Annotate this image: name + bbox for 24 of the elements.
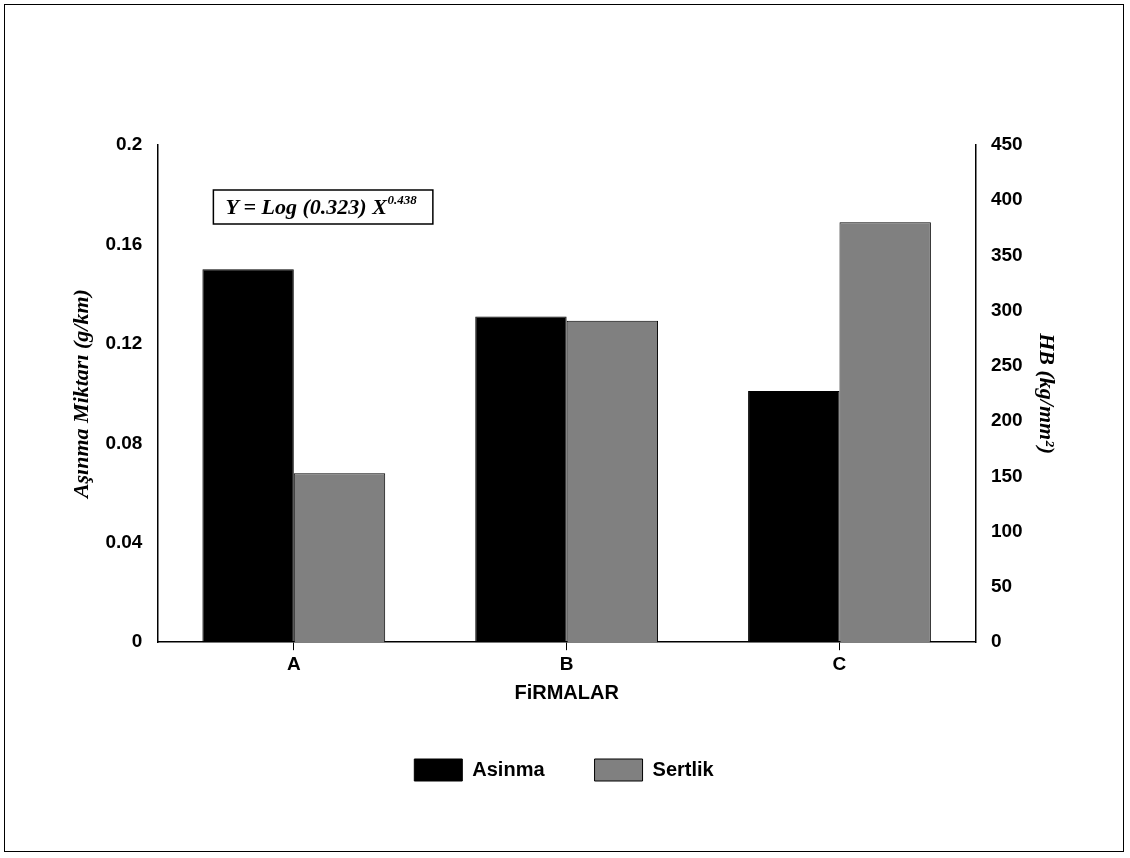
x-tick-label: A — [286, 652, 301, 674]
y-axis-title: Aşınma Miktarı (g/km) — [67, 289, 93, 501]
y-tick-label: 0.12 — [105, 332, 143, 354]
y-tick-label: 0.2 — [115, 133, 143, 155]
y2-tick-label: 450 — [990, 133, 1023, 155]
y2-tick-label: 400 — [990, 188, 1023, 210]
x-tick-label: B — [559, 652, 574, 674]
legend-label: Asinma — [472, 757, 546, 780]
y2-tick-label: 250 — [990, 354, 1023, 376]
y-tick-label: 0.16 — [105, 232, 143, 254]
y2-tick-label: 150 — [990, 464, 1023, 486]
x-axis-title: FiRMALAR — [514, 680, 620, 703]
y-tick-label: 0.04 — [105, 530, 143, 552]
x-tick-label: C — [832, 652, 847, 674]
y2-tick-label: 50 — [990, 575, 1013, 597]
y2-tick-label: 350 — [990, 243, 1023, 265]
y2-tick-label: 100 — [990, 519, 1023, 541]
y-tick-label: 0.08 — [105, 431, 143, 453]
y2-tick-label: 300 — [990, 298, 1023, 320]
y2-axis-title: HB (kg/mm²) — [1035, 332, 1061, 455]
y2-tick-label: 200 — [990, 409, 1023, 431]
y2-tick-label: 0 — [990, 630, 1002, 652]
y-tick-label: 0 — [131, 630, 143, 652]
legend-label: Sertlik — [652, 757, 715, 780]
